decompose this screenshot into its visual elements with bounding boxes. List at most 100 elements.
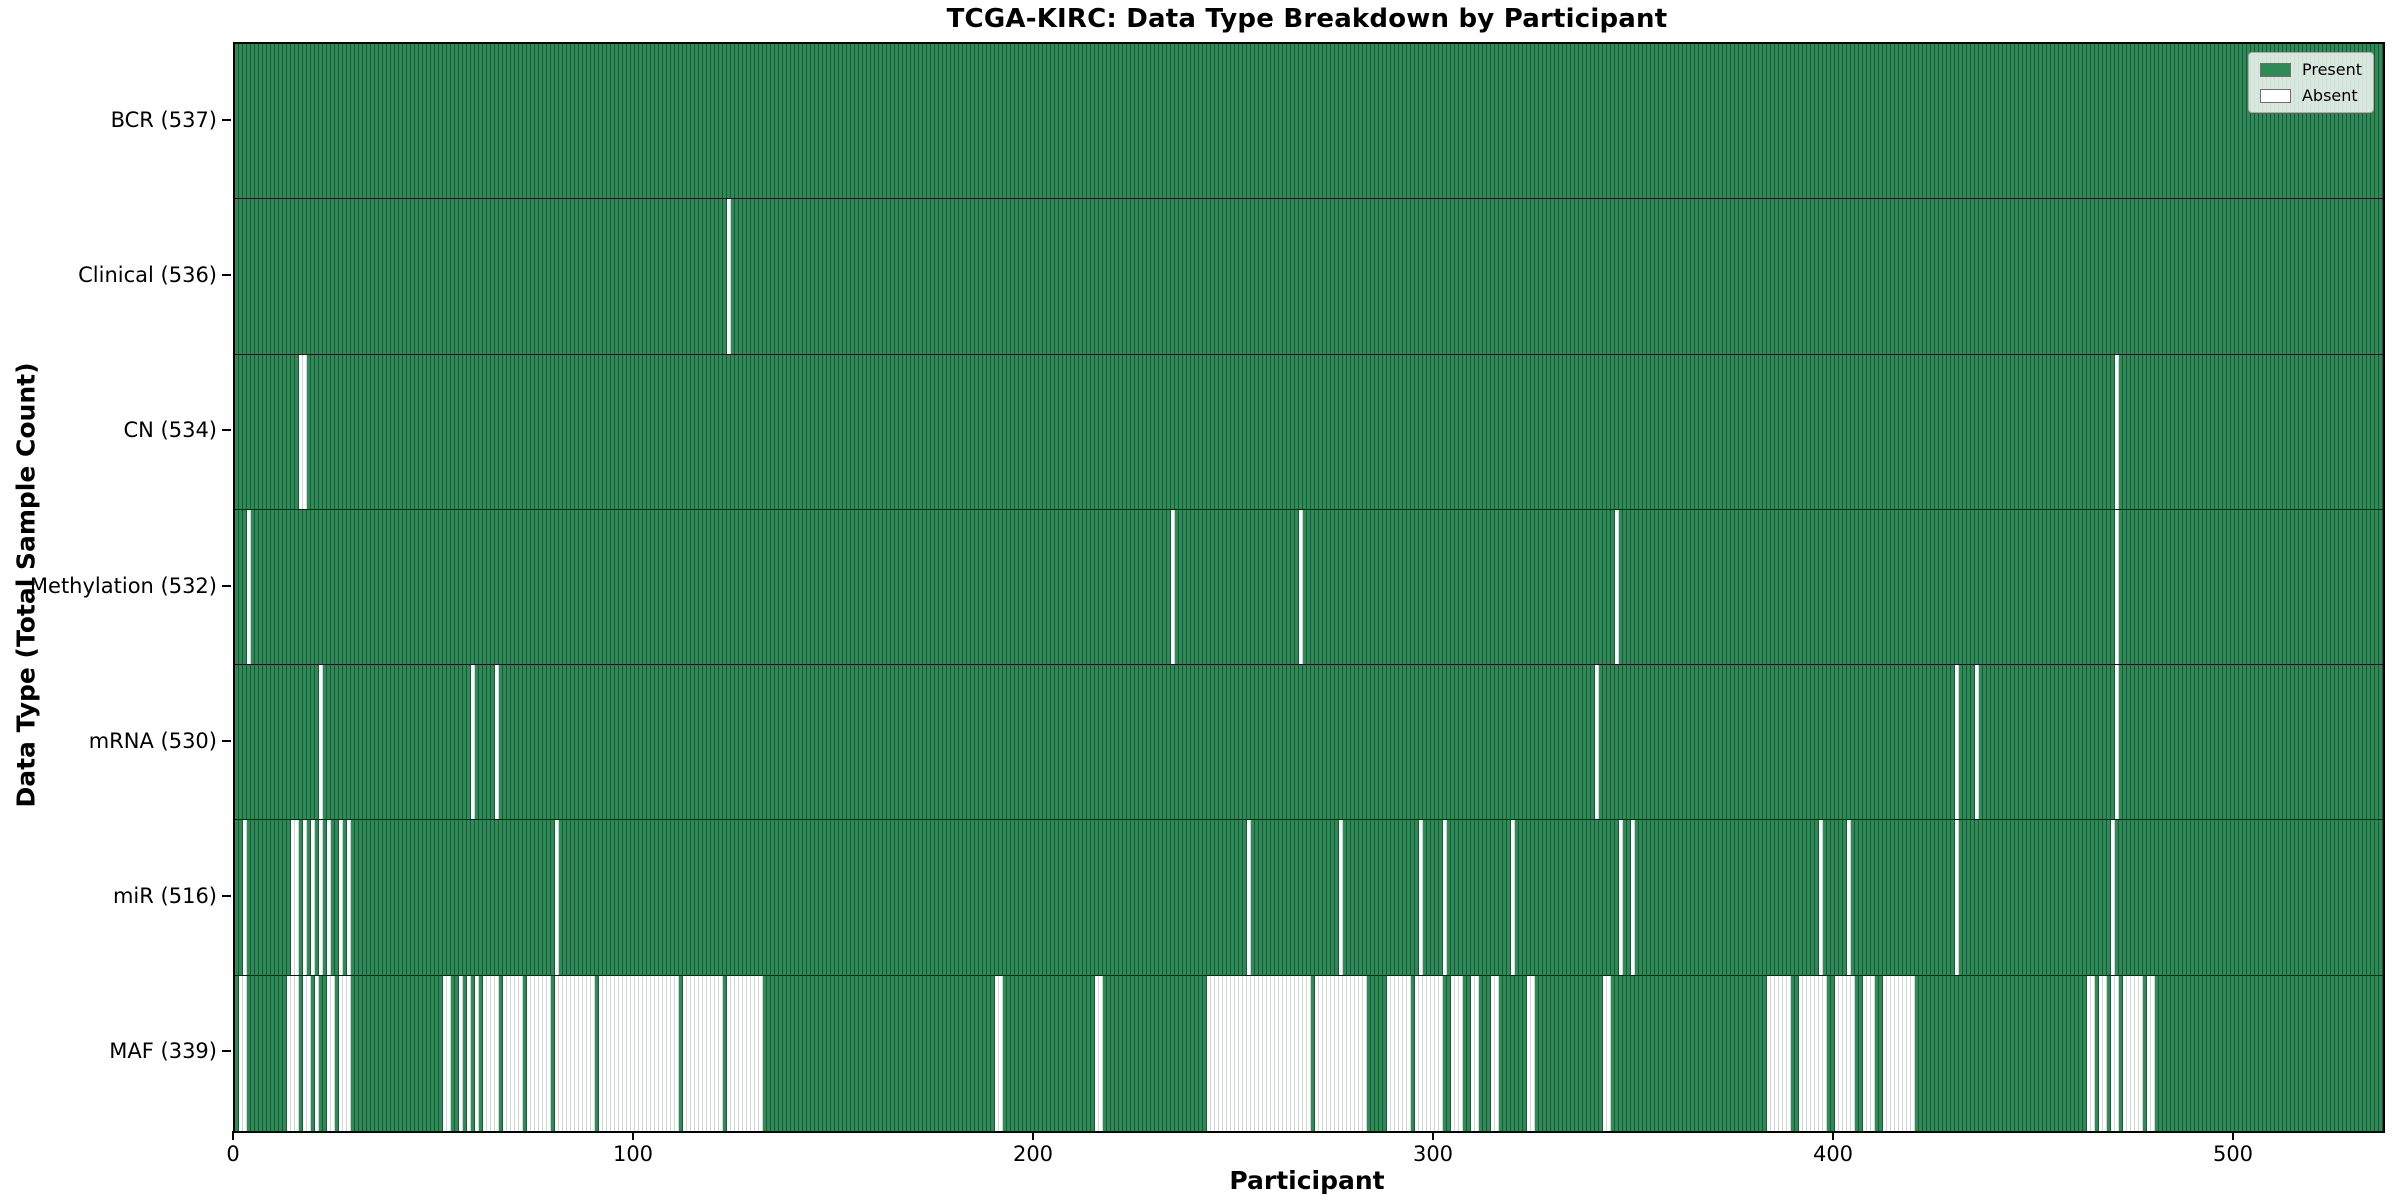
y-tick-label-Methylation: Methylation (532) — [29, 573, 217, 598]
absent-segment — [315, 975, 319, 1131]
y-tick-label-MAF: MAF (339) — [109, 1039, 217, 1064]
absent-segment — [1299, 509, 1303, 665]
absent-segment — [1799, 975, 1827, 1131]
row-BCR — [235, 44, 2383, 200]
absent-segment — [1847, 820, 1851, 975]
absent-segment — [1247, 820, 1251, 975]
absent-segment — [527, 975, 551, 1131]
absent-segment — [339, 820, 343, 975]
absent-segment — [1387, 975, 1411, 1131]
absent-segment — [238, 975, 247, 1131]
absent-segment — [1451, 975, 1463, 1131]
legend: Present Absent — [2247, 52, 2374, 113]
absent-segment — [555, 975, 595, 1131]
absent-segment — [2087, 975, 2095, 1131]
y-tick-label-mRNA: mRNA (530) — [88, 728, 217, 753]
absent-segment — [1975, 665, 1979, 820]
y-tick — [222, 739, 231, 742]
x-tick — [632, 1131, 634, 1140]
absent-segment — [2123, 975, 2143, 1131]
x-tick — [1432, 1131, 1434, 1140]
absent-segment — [299, 354, 307, 509]
y-tick — [222, 273, 231, 276]
absent-segment — [443, 975, 451, 1131]
absent-segment — [2115, 354, 2119, 509]
absent-segment — [1883, 975, 1915, 1131]
absent-segment — [1491, 975, 1499, 1131]
absent-segment — [1443, 820, 1447, 975]
absent-segment — [503, 975, 523, 1131]
absent-segment — [287, 975, 299, 1131]
absent-segment — [1511, 820, 1515, 975]
absent-segment — [555, 820, 559, 975]
x-tick-label-300: 300 — [1412, 1142, 1454, 1166]
absent-segment — [995, 975, 1003, 1131]
legend-item-absent: Absent — [2259, 86, 2362, 105]
x-tick-label-500: 500 — [2212, 1142, 2254, 1166]
absent-segment — [327, 975, 335, 1131]
plot-area: Present Absent — [233, 42, 2385, 1133]
absent-segment — [495, 665, 499, 820]
y-tick-label-Clinical: Clinical (536) — [78, 262, 217, 287]
absent-segment — [319, 820, 323, 975]
absent-segment — [1207, 975, 1311, 1131]
absent-segment — [1863, 975, 1875, 1131]
y-tick-label-CN: CN (534) — [123, 418, 217, 443]
legend-present-label: Present — [2301, 60, 2362, 79]
x-tick-label-100: 100 — [612, 1142, 654, 1166]
absent-segment — [475, 975, 479, 1131]
absent-segment — [683, 975, 723, 1131]
absent-segment — [291, 820, 299, 975]
absent-segment — [2111, 820, 2115, 975]
x-tick-label-0: 0 — [226, 1142, 240, 1166]
absent-segment — [327, 820, 331, 975]
absent-segment — [467, 975, 471, 1131]
absent-segment — [1819, 820, 1823, 975]
present-swatch — [2259, 62, 2291, 77]
absent-segment — [339, 975, 351, 1131]
heatmap-rows — [235, 44, 2383, 1131]
row-miR — [235, 820, 2383, 976]
absent-segment — [1339, 820, 1343, 975]
absent-segment — [1471, 975, 1479, 1131]
absent-segment — [1603, 975, 1611, 1131]
absent-segment — [1955, 665, 1959, 820]
legend-item-present: Present — [2259, 60, 2362, 79]
row-MAF — [235, 975, 2383, 1131]
x-tick — [232, 1131, 234, 1140]
absent-segment — [247, 509, 251, 665]
legend-absent-label: Absent — [2301, 86, 2358, 105]
absent-segment — [459, 975, 463, 1131]
y-tick-label-BCR: BCR (537) — [110, 107, 217, 132]
absent-segment — [1955, 820, 1959, 975]
absent-segment — [598, 975, 679, 1131]
absent-segment — [303, 975, 311, 1131]
y-tick — [222, 584, 231, 587]
x-tick — [1832, 1131, 1834, 1140]
x-tick-label-200: 200 — [1012, 1142, 1054, 1166]
absent-segment — [727, 199, 731, 354]
absent-segment — [2115, 665, 2119, 820]
row-Clinical — [235, 199, 2383, 355]
row-Methylation — [235, 509, 2383, 666]
row-CN — [235, 354, 2383, 510]
absent-segment — [1595, 665, 1599, 820]
absent-segment — [727, 975, 763, 1131]
absent-segment — [1631, 820, 1635, 975]
absent-segment — [303, 820, 307, 975]
absent-segment — [319, 665, 323, 820]
absent-segment — [1835, 975, 1855, 1131]
absent-segment — [347, 820, 351, 975]
absent-segment — [1619, 820, 1623, 975]
absent-segment — [311, 820, 315, 975]
absent-swatch — [2259, 88, 2291, 103]
y-tick — [222, 429, 231, 432]
absent-segment — [1415, 975, 1443, 1131]
absent-segment — [1315, 975, 1367, 1131]
absent-segment — [242, 820, 247, 975]
absent-segment — [483, 975, 499, 1131]
x-tick-label-400: 400 — [1812, 1142, 1854, 1166]
absent-segment — [1615, 509, 1619, 665]
row-mRNA — [235, 665, 2383, 821]
